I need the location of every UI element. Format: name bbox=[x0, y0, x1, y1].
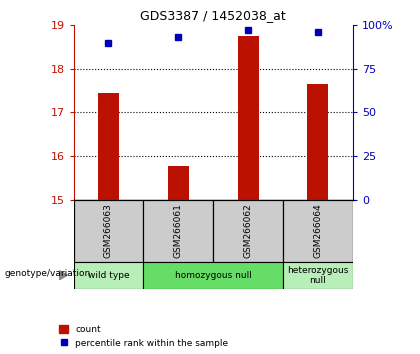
Text: genotype/variation: genotype/variation bbox=[4, 269, 90, 278]
Bar bbox=[143, 200, 213, 262]
Text: wild type: wild type bbox=[88, 271, 129, 280]
Bar bbox=[283, 262, 353, 289]
Title: GDS3387 / 1452038_at: GDS3387 / 1452038_at bbox=[140, 9, 286, 22]
Bar bbox=[168, 166, 189, 200]
Polygon shape bbox=[60, 271, 67, 280]
Legend: count, percentile rank within the sample: count, percentile rank within the sample bbox=[59, 325, 228, 348]
Bar bbox=[74, 200, 143, 262]
Bar bbox=[98, 93, 119, 200]
Text: GSM266061: GSM266061 bbox=[174, 204, 183, 258]
Text: GSM266064: GSM266064 bbox=[313, 204, 323, 258]
Bar bbox=[143, 262, 283, 289]
Bar bbox=[213, 200, 283, 262]
Text: heterozygous
null: heterozygous null bbox=[287, 266, 349, 285]
Bar bbox=[307, 84, 328, 200]
Bar bbox=[283, 200, 353, 262]
Bar bbox=[74, 262, 143, 289]
Text: homozygous null: homozygous null bbox=[175, 271, 252, 280]
Text: GSM266063: GSM266063 bbox=[104, 204, 113, 258]
Text: GSM266062: GSM266062 bbox=[244, 204, 252, 258]
Bar bbox=[238, 36, 259, 200]
